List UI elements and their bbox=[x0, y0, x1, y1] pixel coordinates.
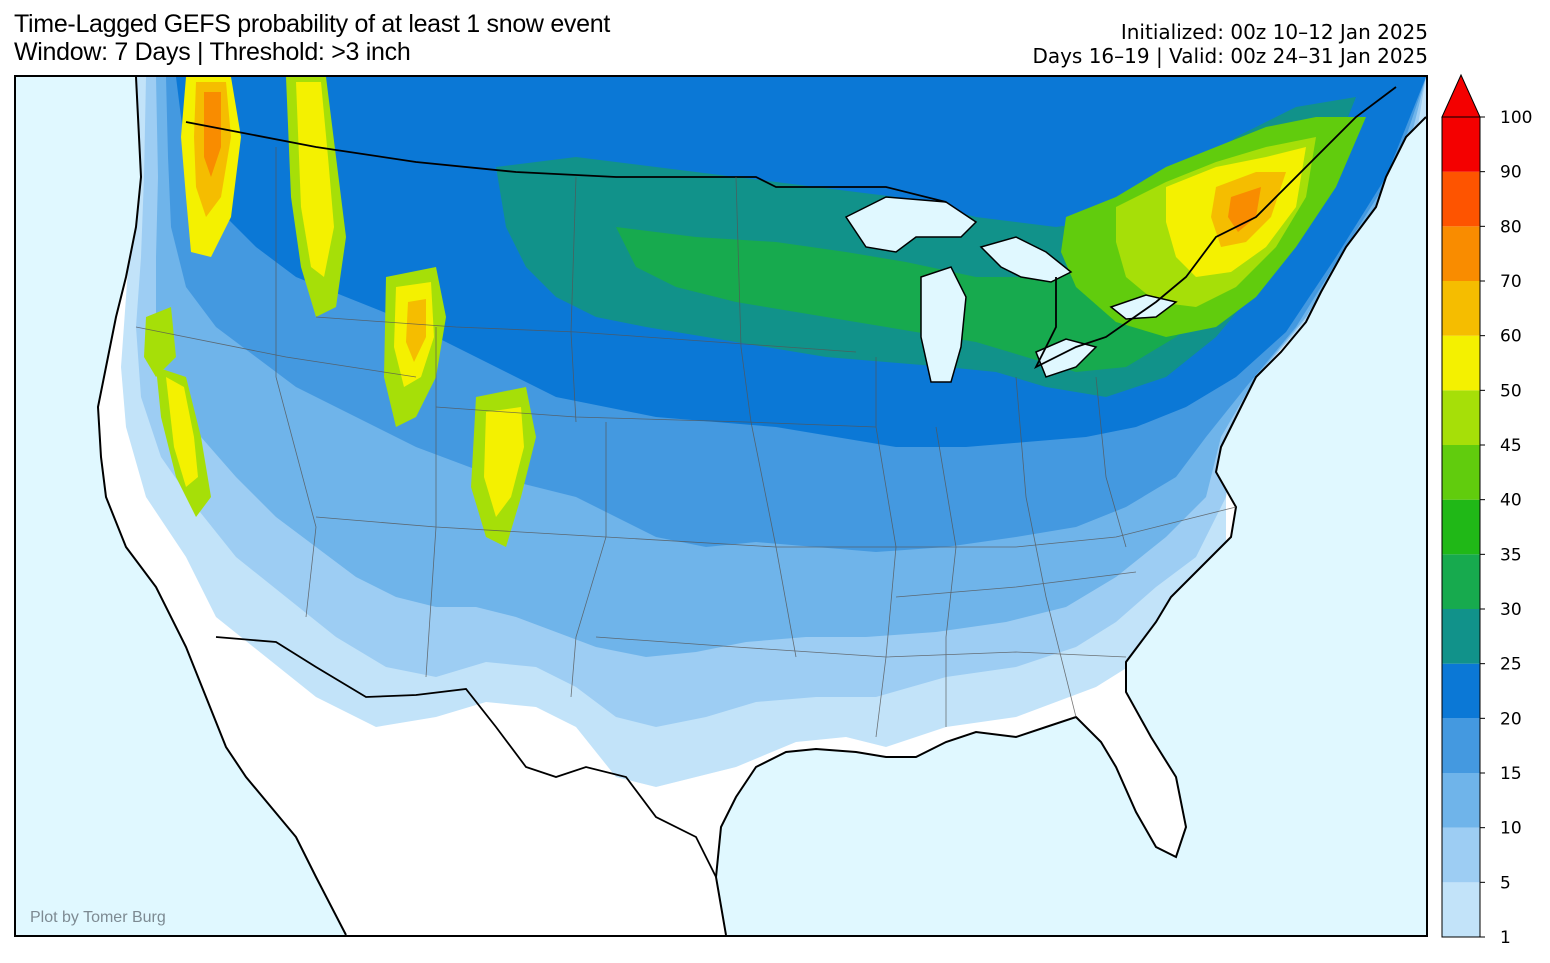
ocean-mask bbox=[16, 77, 346, 935]
colorbar-segment bbox=[1442, 718, 1480, 773]
colorbar-tick-label: 1 bbox=[1500, 928, 1511, 948]
colorbar-tick-label: 5 bbox=[1500, 873, 1511, 893]
chart-title: Time-Lagged GEFS probability of at least… bbox=[14, 10, 610, 66]
colorbar-segment bbox=[1442, 171, 1480, 227]
colorbar-segment bbox=[1442, 226, 1480, 281]
colorbar-segment bbox=[1442, 117, 1480, 172]
snow-probability-map: Plot by Tomer Burg bbox=[14, 75, 1428, 937]
initialized-label: Initialized: 00z 10–12 Jan 2025 bbox=[1120, 20, 1428, 44]
colorbar-extend-arrow bbox=[1441, 73, 1481, 118]
plot-credit: Plot by Tomer Burg bbox=[30, 909, 166, 926]
colorbar-segment bbox=[1442, 445, 1480, 500]
colorbar-tick-label: 10 bbox=[1500, 819, 1522, 839]
title-line-2: Window: 7 Days | Threshold: >3 inch bbox=[14, 38, 411, 66]
colorbar-tick-label: 50 bbox=[1500, 381, 1522, 401]
colorbar-tick-label: 20 bbox=[1500, 709, 1522, 729]
colorbar-segment bbox=[1442, 554, 1480, 609]
colorbar-tick-label: 25 bbox=[1500, 655, 1522, 675]
colorbar-tick-label: 45 bbox=[1500, 436, 1522, 456]
colorbar-segment bbox=[1442, 609, 1480, 664]
state-borders bbox=[135, 147, 1237, 738]
valid-label: Days 16–19 | Valid: 00z 24–31 Jan 2025 bbox=[1032, 44, 1428, 68]
colorbar-segment bbox=[1442, 499, 1480, 555]
colorbar-segment bbox=[1442, 827, 1480, 883]
colorbar-segment bbox=[1442, 281, 1480, 336]
colorbar-segment bbox=[1442, 773, 1480, 828]
colorbar-segment bbox=[1442, 335, 1480, 391]
us-canada-border bbox=[185, 86, 1397, 370]
colorbar-tick-label: 40 bbox=[1500, 491, 1522, 511]
colorbar-tick-label: 100 bbox=[1500, 108, 1532, 128]
run-info: Initialized: 00z 10–12 Jan 2025 Days 16–… bbox=[1032, 20, 1428, 68]
title-line-1: Time-Lagged GEFS probability of at least… bbox=[14, 10, 610, 38]
colorbar-tick-label: 30 bbox=[1500, 600, 1522, 620]
colorbar-tick-label: 80 bbox=[1500, 217, 1522, 237]
colorbar-tick-label: 60 bbox=[1500, 327, 1522, 347]
colorbar-segment bbox=[1442, 882, 1480, 937]
colorbar: 1 5 10 15 20 25 30 35 40 45 50 60 70 80 90 100 bbox=[1441, 73, 1532, 948]
colorbar-tick-label: 70 bbox=[1500, 272, 1522, 292]
us-mexico-border bbox=[215, 636, 717, 878]
map-canvas bbox=[16, 77, 1426, 935]
great-lakes-overlay bbox=[844, 196, 1178, 383]
colorbar-segment bbox=[1442, 663, 1480, 719]
colorbar-tick-label: 15 bbox=[1500, 764, 1522, 784]
colorbar-tick-label: 90 bbox=[1500, 163, 1522, 183]
colorbar-segment bbox=[1442, 390, 1480, 445]
coastline bbox=[96, 77, 1426, 935]
colorbar-tick-label: 35 bbox=[1500, 545, 1522, 565]
colorbar-frame bbox=[1441, 116, 1481, 938]
